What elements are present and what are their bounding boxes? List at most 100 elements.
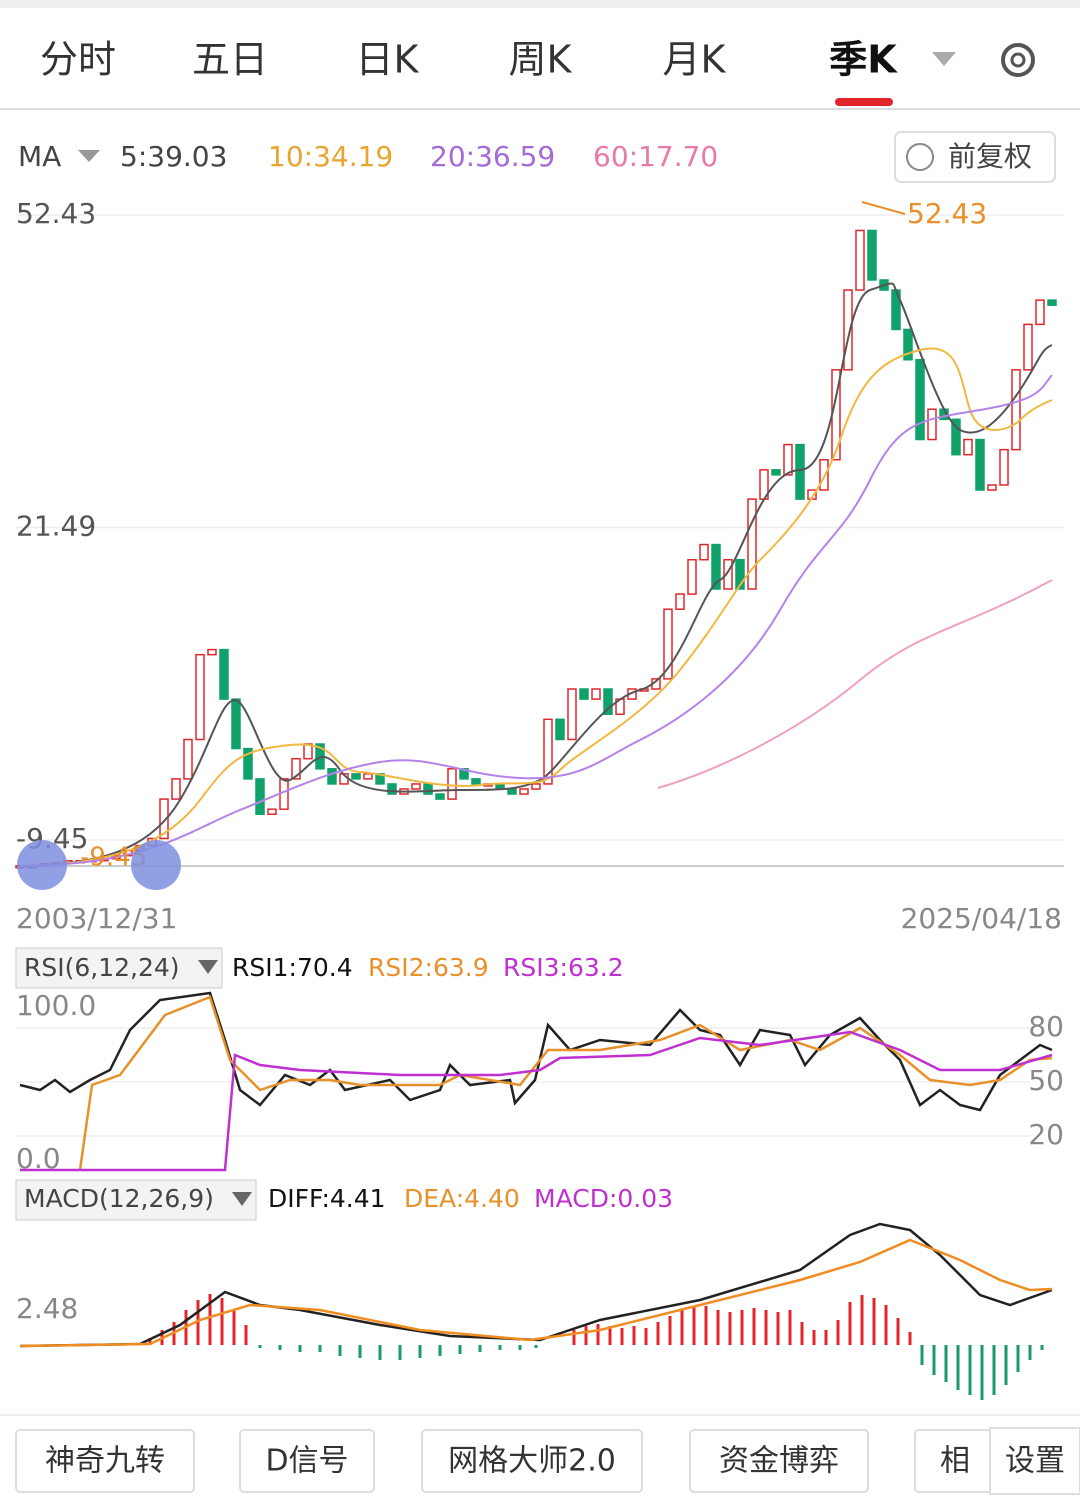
candle	[915, 358, 925, 441]
candle	[507, 788, 517, 795]
candle	[687, 558, 697, 595]
info-icon	[906, 143, 934, 171]
diff: DIFF:4.41	[268, 1184, 386, 1213]
tab[interactable]: 周K	[509, 38, 573, 82]
candle	[987, 484, 997, 491]
candle	[579, 688, 589, 700]
macd-name[interactable]: MACD(12,26,9)	[24, 1184, 214, 1213]
ma-arrow[interactable]	[78, 150, 100, 162]
tool-label[interactable]: 神奇九转	[45, 1444, 165, 1479]
tool-button[interactable]	[239, 1429, 375, 1493]
candle	[783, 443, 793, 476]
candle	[927, 408, 937, 441]
y-tick-label: 21.49	[16, 510, 96, 543]
settings-button[interactable]	[989, 1427, 1080, 1495]
settings-icon[interactable]	[1001, 43, 1035, 77]
ma5-line	[19, 282, 1053, 867]
rsi-name[interactable]: RSI(6,12,24)	[24, 953, 180, 982]
rsi-arrow	[198, 960, 218, 974]
candle	[171, 778, 181, 800]
candle	[231, 698, 241, 750]
candle	[747, 498, 757, 590]
candle	[387, 783, 397, 795]
tab[interactable]: 分时	[40, 38, 116, 82]
tab-active[interactable]: 季K	[829, 38, 898, 82]
candle	[423, 783, 433, 795]
candle	[435, 793, 445, 800]
candle	[183, 738, 193, 780]
candle	[1047, 299, 1057, 306]
tab[interactable]: 日K	[356, 38, 420, 82]
candle	[303, 743, 313, 760]
macd-arrow	[232, 1192, 252, 1206]
ma10-line	[19, 347, 1053, 867]
dea: DEA:4.40	[404, 1184, 520, 1213]
ma20-line	[19, 374, 1053, 867]
adjust-label[interactable]: 前复权	[948, 140, 1032, 173]
candle	[855, 229, 865, 291]
tab[interactable]: 月K	[663, 38, 727, 82]
candle	[795, 443, 805, 500]
rsi2: RSI2:63.9	[368, 953, 489, 982]
rsi-tick: 50	[1028, 1064, 1064, 1097]
ma5: 5:39.03	[120, 140, 227, 173]
tool-button[interactable]	[131, 840, 181, 890]
rsi3: RSI3:63.2	[503, 953, 624, 982]
tool-button[interactable]	[421, 1429, 643, 1493]
candle	[999, 448, 1009, 486]
rsi-tick: 20	[1028, 1118, 1064, 1151]
candle	[663, 608, 673, 680]
candle	[963, 438, 973, 456]
tool-label[interactable]: 网格大师2.0	[448, 1444, 616, 1479]
rsi2-line	[78, 995, 1053, 1171]
rsi-selector[interactable]	[15, 947, 223, 989]
settings-icon-core	[1010, 52, 1026, 68]
candle	[675, 593, 685, 610]
candle	[951, 418, 961, 456]
candle	[1023, 323, 1033, 371]
rsi1: RSI1:70.4	[232, 953, 353, 982]
candle	[351, 773, 361, 780]
ma10: 10:34.19	[268, 140, 393, 173]
top-bar	[0, 0, 1080, 8]
candle	[711, 543, 721, 590]
candle	[603, 688, 613, 716]
rsi3-line	[20, 1030, 1053, 1172]
candle	[159, 798, 169, 840]
macd-tick: 2.48	[16, 1292, 78, 1325]
settings-label[interactable]: 设置	[1005, 1444, 1065, 1479]
candle	[699, 543, 709, 561]
rsi-top: 100.0	[16, 989, 96, 1022]
candle	[519, 788, 529, 795]
candle	[255, 778, 265, 815]
candle	[471, 778, 481, 785]
candle	[411, 783, 421, 790]
candle	[975, 438, 985, 491]
dropdown-arrow[interactable]	[932, 52, 956, 66]
rsi-tick: 80	[1028, 1010, 1064, 1043]
candle	[327, 768, 337, 785]
candle	[735, 558, 745, 590]
tool-label[interactable]: 资金博弈	[719, 1444, 839, 1479]
candle	[1035, 299, 1045, 326]
candle	[243, 747, 253, 780]
y-tick-label: 52.43	[16, 197, 96, 230]
candle	[267, 808, 277, 815]
macd-selector[interactable]	[15, 1179, 257, 1221]
adjust-button[interactable]	[894, 131, 1056, 183]
tool-label[interactable]: 相	[940, 1444, 970, 1479]
tab[interactable]: 五日	[192, 38, 268, 82]
candle	[723, 558, 733, 590]
candle	[555, 718, 565, 741]
candle	[543, 718, 553, 785]
candle	[843, 289, 853, 371]
candle	[591, 688, 601, 700]
tool-label[interactable]: D信号	[265, 1444, 348, 1479]
high-label: 52.43	[907, 197, 987, 230]
tool-button[interactable]	[689, 1429, 869, 1493]
end-date: 2025/04/18	[901, 902, 1062, 935]
high-pointer	[861, 201, 906, 215]
expand-button[interactable]	[17, 840, 67, 890]
diff-line	[19, 1222, 1053, 1348]
tool-button[interactable]	[15, 1429, 195, 1493]
